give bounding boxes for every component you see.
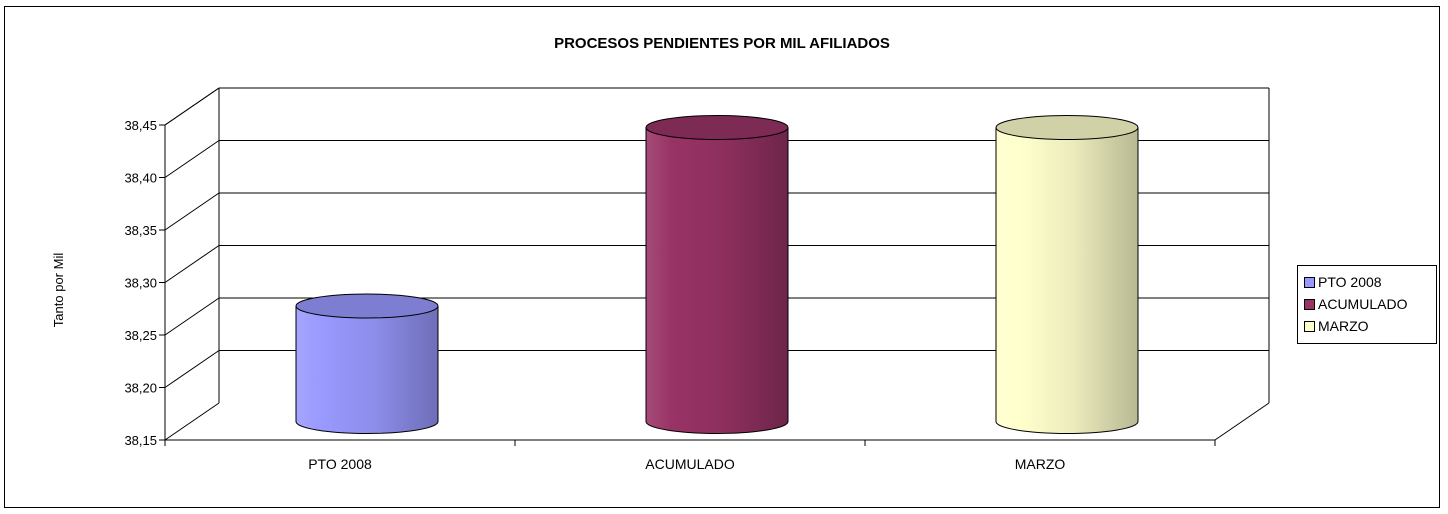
legend-swatch bbox=[1304, 298, 1315, 310]
chart-title: PROCESOS PENDIENTES POR MIL AFILIADOS bbox=[554, 35, 890, 52]
bar-top bbox=[995, 115, 1139, 140]
side-gridline bbox=[164, 140, 220, 178]
legend-label: ACUMULADO bbox=[1318, 296, 1408, 312]
x-tick-label: MARZO bbox=[1015, 456, 1066, 472]
floor-left-edge bbox=[164, 402, 220, 441]
y-tick-label: 38,30 bbox=[124, 276, 157, 291]
legend-item: MARZO bbox=[1304, 315, 1436, 337]
legend-label: MARZO bbox=[1318, 318, 1369, 334]
legend-swatch bbox=[1304, 320, 1315, 332]
legend-item: ACUMULADO bbox=[1304, 293, 1436, 315]
legend-item: PTO 2008 bbox=[1304, 271, 1436, 293]
legend-label: PTO 2008 bbox=[1318, 274, 1382, 290]
chart-legend: PTO 2008 ACUMULADO MARZO bbox=[1297, 265, 1437, 344]
x-tick-label: ACUMULADO bbox=[645, 456, 735, 472]
bar-cylinder bbox=[995, 127, 1139, 434]
side-gridline bbox=[164, 87, 220, 126]
bar-top bbox=[645, 115, 789, 140]
side-gridline bbox=[164, 192, 220, 231]
y-tick-label: 38,20 bbox=[124, 381, 157, 396]
y-tick-label: 38,45 bbox=[124, 118, 157, 133]
bar-cylinder bbox=[645, 127, 789, 434]
side-gridline bbox=[164, 245, 220, 283]
y-tick-label: 38,15 bbox=[124, 433, 157, 448]
bar-cylinder bbox=[295, 305, 439, 434]
bar-top bbox=[295, 293, 439, 319]
side-gridline bbox=[164, 297, 220, 336]
legend-swatch bbox=[1304, 276, 1315, 288]
side-gridline bbox=[164, 350, 220, 388]
floor-right-edge bbox=[1214, 402, 1270, 441]
y-axis-title: Tanto por Mil bbox=[51, 253, 66, 328]
y-tick-label: 38,40 bbox=[124, 171, 157, 186]
x-tick-label: PTO 2008 bbox=[308, 456, 372, 472]
y-tick-label: 38,25 bbox=[124, 328, 157, 343]
y-tick-label: 38,35 bbox=[124, 223, 157, 238]
